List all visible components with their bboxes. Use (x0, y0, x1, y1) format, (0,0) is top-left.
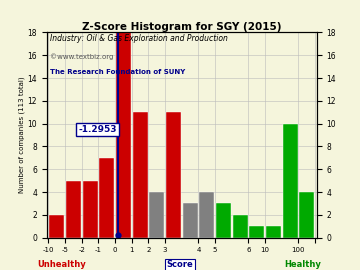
Y-axis label: Number of companies (113 total): Number of companies (113 total) (18, 77, 25, 193)
Text: -1.2953: -1.2953 (78, 125, 117, 134)
Text: Score: Score (167, 260, 193, 269)
Text: The Research Foundation of SUNY: The Research Foundation of SUNY (50, 69, 185, 75)
Bar (283, 124, 298, 238)
Bar (183, 203, 198, 238)
Bar (266, 226, 281, 238)
Bar (166, 112, 181, 238)
Bar (66, 181, 81, 238)
Bar (99, 158, 114, 238)
Text: ©www.textbiz.org: ©www.textbiz.org (50, 53, 113, 60)
Text: Healthy: Healthy (284, 260, 321, 269)
Text: Unhealthy: Unhealthy (37, 260, 86, 269)
Bar (132, 112, 148, 238)
Bar (249, 226, 264, 238)
Bar (299, 192, 314, 238)
Text: Industry: Oil & Gas Exploration and Production: Industry: Oil & Gas Exploration and Prod… (50, 35, 228, 43)
Title: Z-Score Histogram for SGY (2015): Z-Score Histogram for SGY (2015) (82, 22, 282, 32)
Bar (216, 203, 231, 238)
Bar (49, 215, 64, 238)
Bar (83, 181, 98, 238)
Bar (199, 192, 214, 238)
Bar (149, 192, 164, 238)
Bar (116, 32, 131, 238)
Bar (233, 215, 248, 238)
